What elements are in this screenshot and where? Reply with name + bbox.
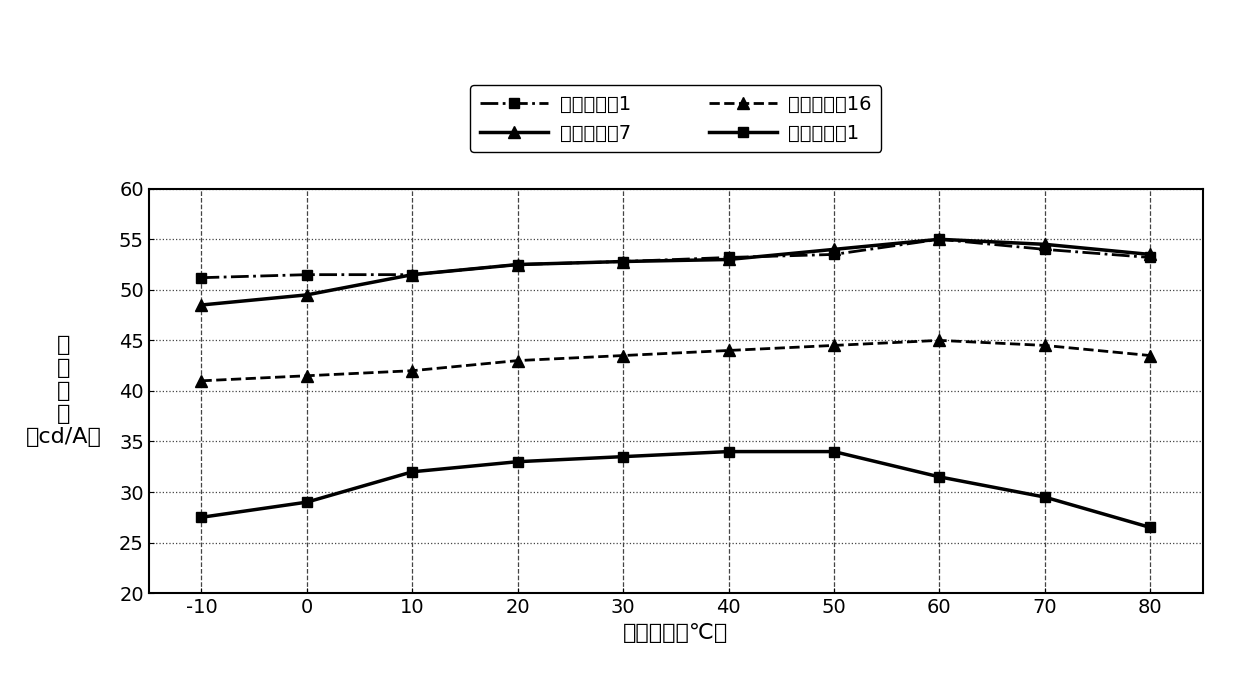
器件实施例1 xyxy=(932,235,947,243)
器件实施例16 xyxy=(193,377,208,385)
Y-axis label: 电
流
效
率
（cd/A）: 电 流 效 率 （cd/A） xyxy=(26,334,102,448)
器件实施例16 xyxy=(511,357,526,365)
器件实施例16 xyxy=(299,372,314,380)
器件实施例1 xyxy=(404,270,419,279)
器件实施例7 xyxy=(826,245,841,253)
X-axis label: 测量温度（℃）: 测量温度（℃） xyxy=(624,623,728,642)
器件实施例1 xyxy=(511,260,526,268)
器件实施例7 xyxy=(404,270,419,279)
器件比较例1 xyxy=(932,473,947,481)
器件实施例1 xyxy=(616,257,631,266)
器件实施例7 xyxy=(299,291,314,299)
Line: 器件比较例1: 器件比较例1 xyxy=(197,447,1154,532)
器件实施例7 xyxy=(1037,240,1052,248)
器件实施例7 xyxy=(616,257,631,266)
器件实施例1 xyxy=(1037,245,1052,253)
器件实施例16 xyxy=(722,346,737,355)
Line: 器件实施例16: 器件实施例16 xyxy=(196,335,1156,386)
器件实施例7 xyxy=(932,235,947,243)
器件实施例7 xyxy=(193,301,208,309)
器件实施例1 xyxy=(722,253,737,262)
器件实施例7 xyxy=(1142,250,1157,258)
器件比较例1 xyxy=(826,448,841,456)
器件比较例1 xyxy=(404,468,419,476)
器件比较例1 xyxy=(511,458,526,466)
器件实施例16 xyxy=(1142,352,1157,360)
器件实施例16 xyxy=(932,336,947,344)
器件实施例16 xyxy=(616,352,631,360)
器件实施例7 xyxy=(722,255,737,264)
器件实施例16 xyxy=(1037,341,1052,349)
Line: 器件实施例7: 器件实施例7 xyxy=(195,233,1157,311)
器件比较例1 xyxy=(616,453,631,461)
器件实施例7 xyxy=(511,260,526,268)
器件实施例1 xyxy=(193,274,208,282)
器件比较例1 xyxy=(1142,523,1157,531)
器件比较例1 xyxy=(722,448,737,456)
器件实施例1 xyxy=(1142,253,1157,262)
Line: 器件实施例1: 器件实施例1 xyxy=(197,235,1154,282)
器件比较例1 xyxy=(1037,493,1052,501)
器件实施例16 xyxy=(826,341,841,349)
器件比较例1 xyxy=(299,498,314,506)
器件实施例1 xyxy=(826,250,841,258)
Legend: 器件实施例1, 器件实施例7, 器件实施例16, 器件比较例1: 器件实施例1, 器件实施例7, 器件实施例16, 器件比较例1 xyxy=(470,85,882,152)
器件比较例1 xyxy=(193,514,208,522)
器件实施例1 xyxy=(299,270,314,279)
器件实施例16 xyxy=(404,367,419,375)
